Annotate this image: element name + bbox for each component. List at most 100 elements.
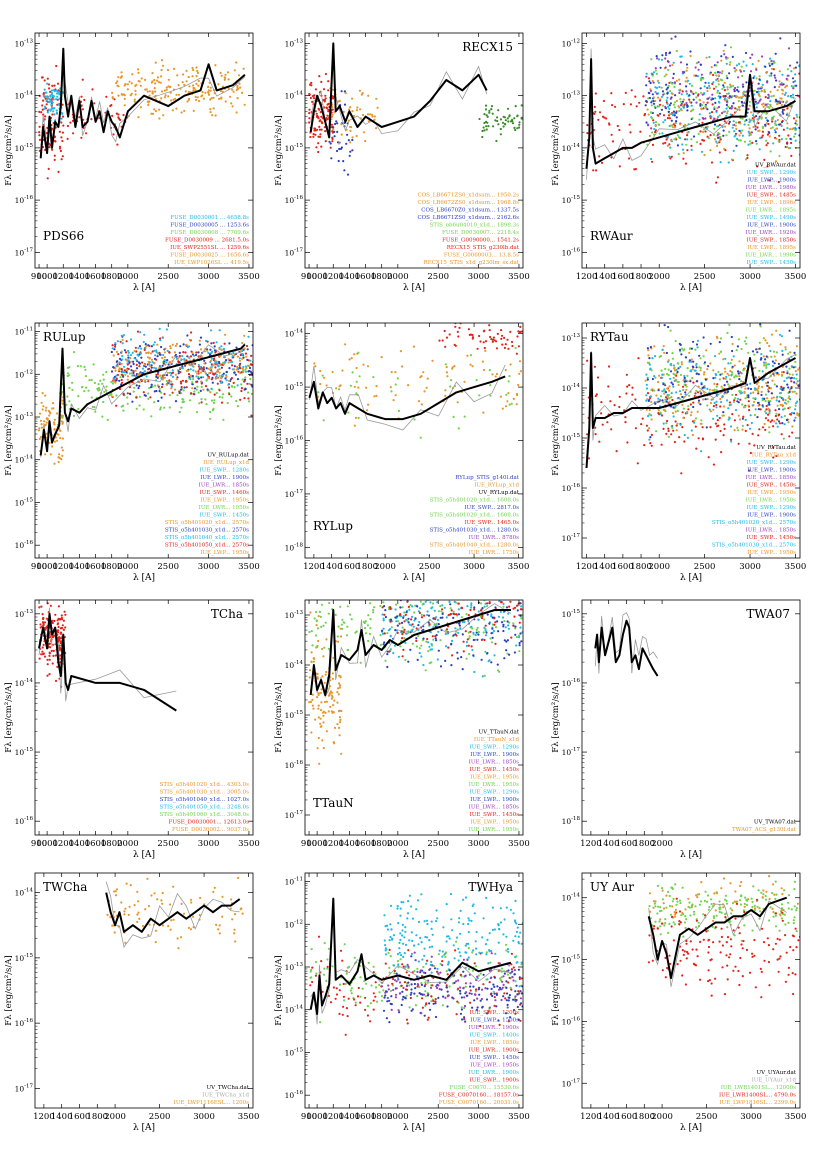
data-point — [359, 108, 362, 111]
y-tick-label: 10-16 — [15, 540, 34, 550]
data-point — [143, 363, 146, 366]
data-point — [636, 462, 639, 465]
x-tick-label: 1400 — [69, 562, 91, 572]
data-point — [517, 383, 520, 387]
data-point — [731, 126, 734, 129]
data-point — [678, 436, 681, 439]
data-point — [191, 383, 194, 386]
data-point — [714, 71, 717, 74]
data-point — [764, 393, 768, 396]
data-point — [660, 58, 664, 61]
data-point — [343, 169, 346, 172]
data-point — [482, 126, 485, 129]
data-point — [38, 138, 42, 141]
legend-entry: IUE_RYLup_x1d — [474, 483, 519, 489]
data-point — [625, 373, 629, 376]
data-point — [66, 395, 69, 398]
data-point — [654, 67, 657, 70]
data-point — [325, 117, 328, 120]
data-point — [730, 107, 733, 110]
data-point — [769, 400, 772, 403]
data-point — [784, 348, 787, 351]
data-point — [241, 353, 244, 356]
data-point — [177, 370, 180, 373]
data-point — [83, 390, 86, 393]
data-point — [780, 124, 783, 127]
data-point — [786, 112, 789, 115]
x-tick-label: 3000 — [198, 272, 220, 282]
data-point — [677, 383, 680, 387]
data-point — [715, 109, 718, 112]
data-point — [739, 139, 742, 142]
data-point — [42, 99, 45, 102]
data-point — [439, 604, 442, 608]
data-point — [311, 704, 314, 707]
data-point — [235, 111, 238, 114]
data-point — [60, 593, 62, 595]
data-point — [118, 379, 121, 382]
data-point — [744, 397, 747, 400]
data-point — [665, 83, 668, 86]
legend-entry: FUSE_D0030007... 2218.4s — [442, 230, 519, 236]
data-point — [668, 397, 671, 400]
data-point — [203, 370, 206, 373]
data-point — [735, 382, 738, 385]
y-tick-label: 10-14 — [285, 329, 304, 339]
data-point — [134, 346, 137, 349]
data-point — [652, 119, 655, 122]
data-point — [661, 104, 665, 107]
data-point — [700, 383, 703, 386]
data-point — [765, 144, 768, 147]
data-point — [757, 87, 761, 90]
data-point — [741, 83, 745, 86]
data-point — [246, 382, 249, 385]
data-point — [727, 383, 730, 386]
data-point — [38, 591, 40, 593]
data-point — [133, 98, 136, 101]
data-point — [316, 672, 319, 676]
data-point — [742, 69, 746, 73]
data-point — [83, 365, 86, 368]
data-point — [187, 345, 191, 348]
data-point — [676, 370, 679, 374]
data-point — [769, 57, 772, 60]
legend-entry: COS_LB6671ZS0_x1dsum... 1950.2s — [417, 193, 519, 199]
data-point — [689, 54, 692, 58]
data-point — [593, 105, 596, 108]
data-point — [731, 349, 734, 353]
data-point — [629, 103, 633, 106]
data-point — [725, 100, 729, 103]
data-point — [618, 405, 621, 409]
data-point — [653, 345, 656, 348]
data-point — [697, 61, 700, 64]
data-point — [450, 379, 453, 382]
x-tick-label: 1200 — [303, 562, 325, 572]
data-point — [726, 86, 729, 89]
data-point — [761, 83, 764, 86]
data-point — [657, 81, 660, 84]
data-point — [732, 355, 735, 358]
data-point — [749, 392, 752, 395]
data-point — [332, 126, 335, 129]
data-point — [485, 114, 488, 117]
data-point — [53, 154, 56, 157]
data-point — [146, 356, 150, 359]
data-point — [61, 454, 64, 457]
data-point — [215, 370, 218, 373]
data-point — [233, 371, 236, 374]
data-point — [666, 144, 669, 147]
data-point — [734, 107, 737, 110]
data-point — [509, 363, 512, 366]
data-point — [115, 374, 118, 377]
data-point — [170, 99, 173, 102]
data-point — [650, 369, 653, 372]
data-point — [54, 613, 57, 616]
data-point — [330, 694, 333, 697]
data-point — [679, 123, 682, 126]
data-point — [710, 161, 714, 164]
data-point — [781, 108, 785, 111]
data-point — [515, 403, 518, 406]
data-point — [664, 66, 667, 69]
